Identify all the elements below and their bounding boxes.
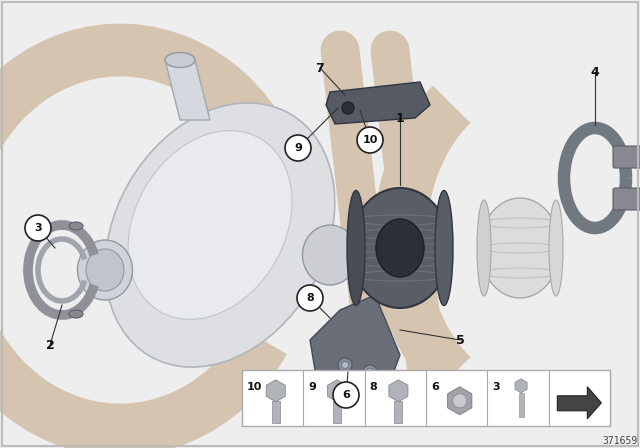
Bar (394, 401, 403, 423)
Polygon shape (326, 82, 430, 124)
Ellipse shape (480, 198, 560, 298)
Ellipse shape (165, 52, 195, 68)
Ellipse shape (105, 103, 335, 367)
Circle shape (367, 369, 374, 375)
Text: 6: 6 (431, 382, 439, 392)
Polygon shape (557, 387, 602, 419)
Text: 9: 9 (294, 143, 302, 153)
Text: 6: 6 (342, 390, 350, 400)
Ellipse shape (303, 225, 358, 285)
Ellipse shape (350, 188, 450, 308)
Bar (333, 401, 341, 423)
Text: 7: 7 (316, 61, 324, 74)
Circle shape (342, 102, 354, 114)
Text: 371659: 371659 (603, 436, 638, 446)
Circle shape (25, 215, 51, 241)
Ellipse shape (477, 200, 491, 296)
Circle shape (333, 382, 359, 408)
Text: 2: 2 (45, 339, 54, 352)
Text: 3: 3 (492, 382, 500, 392)
Ellipse shape (69, 222, 83, 230)
Bar (518, 393, 524, 417)
Ellipse shape (128, 131, 292, 319)
Ellipse shape (77, 240, 132, 300)
Text: 10: 10 (247, 382, 262, 392)
Text: 8: 8 (306, 293, 314, 303)
Polygon shape (310, 295, 400, 395)
Circle shape (338, 358, 352, 372)
Ellipse shape (549, 200, 563, 296)
Polygon shape (165, 60, 210, 120)
FancyBboxPatch shape (613, 146, 640, 168)
Bar (242, 370, 610, 426)
Ellipse shape (69, 310, 83, 318)
Text: 5: 5 (456, 333, 465, 346)
Circle shape (452, 394, 467, 408)
Ellipse shape (435, 190, 453, 306)
Text: 4: 4 (591, 65, 600, 78)
Circle shape (357, 127, 383, 153)
Circle shape (297, 285, 323, 311)
Text: 3: 3 (34, 223, 42, 233)
Circle shape (285, 135, 311, 161)
Circle shape (363, 365, 377, 379)
Text: 1: 1 (396, 112, 404, 125)
Bar (272, 401, 280, 423)
Text: 10: 10 (362, 135, 378, 145)
FancyBboxPatch shape (613, 188, 640, 210)
Circle shape (342, 362, 349, 369)
Ellipse shape (376, 219, 424, 277)
Text: 8: 8 (370, 382, 378, 392)
Ellipse shape (347, 190, 365, 306)
Text: 9: 9 (308, 382, 316, 392)
Ellipse shape (86, 249, 124, 291)
